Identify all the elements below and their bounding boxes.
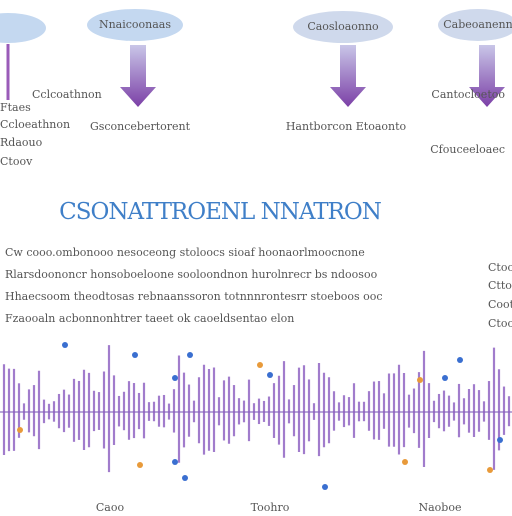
left-label: Ftaes: [0, 101, 31, 114]
dot: [487, 467, 493, 473]
side-label: Ctoo: [488, 317, 512, 330]
paragraph-line: Hhaecsoom theodtosas rebnaanssoron totnn…: [5, 290, 383, 303]
bottom-label: Naoboe: [419, 501, 462, 512]
side-label: Ctoo: [488, 261, 512, 274]
dot: [172, 459, 178, 465]
dot: [62, 342, 68, 348]
node-label: Caosloaonno: [307, 20, 379, 33]
bottom-label: Caoo: [96, 501, 125, 512]
arrows: [120, 45, 505, 107]
dot: [172, 375, 178, 381]
side-label: Cttoo: [488, 279, 512, 292]
dot: [417, 377, 423, 383]
arrow: [120, 45, 156, 107]
arrow: [330, 45, 366, 107]
left-label: Ccloeathnon: [0, 118, 70, 131]
right-label: Cfouceeloaec: [430, 143, 505, 156]
side-label: Coot: [488, 298, 512, 311]
waveform: [0, 342, 512, 490]
dot: [17, 427, 23, 433]
title: CSONATTROENL NNATRON: [59, 199, 382, 225]
paragraph-line: Fzaooaln acbonnonhtrer taeet ok caoeldse…: [5, 312, 294, 325]
bottom-label: Toohro: [251, 501, 290, 512]
dot: [137, 462, 143, 468]
dot: [182, 475, 188, 481]
dot: [132, 352, 138, 358]
dot: [402, 459, 408, 465]
left-label: Rdaouo: [0, 136, 43, 149]
node-label: Cabeoanenn: [443, 18, 512, 31]
dot: [267, 372, 273, 378]
center-label: Hantborcon Etoaonto: [286, 120, 407, 133]
center-label: Gsconcebertorent: [90, 120, 191, 133]
paragraph-line: Rlarsdoononcr honsoboeloone sooloondnon …: [5, 268, 378, 281]
node: [438, 9, 512, 41]
node-label: Nnaicoonaas: [99, 18, 171, 31]
left-label: Cclcoathnon: [32, 88, 102, 101]
left-label: Ctoov: [0, 155, 33, 168]
dot: [442, 375, 448, 381]
dot: [187, 352, 193, 358]
node: [87, 9, 183, 41]
dot: [457, 357, 463, 363]
right-label: Cantocloetoo: [431, 88, 505, 101]
dot: [322, 484, 328, 490]
dot: [497, 437, 503, 443]
dot: [257, 362, 263, 368]
node: [0, 13, 46, 43]
arrow: [469, 45, 505, 107]
paragraph-line: Cw cooo.ombonooo nesoceong stoloocs sioa…: [5, 246, 365, 259]
node: [293, 11, 393, 43]
